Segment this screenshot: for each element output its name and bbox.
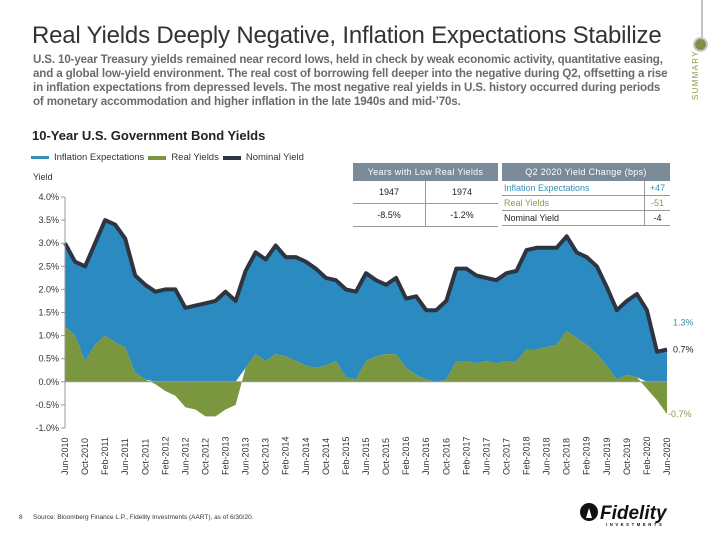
x-tick-label: Oct-2011 (140, 439, 150, 475)
real-yield-cell: -8.5% (353, 203, 426, 227)
legend-label-nominal: Nominal Yield (245, 152, 304, 163)
x-tick-label: Jun-2016 (421, 437, 431, 475)
x-tick-label: Oct-2013 (261, 438, 271, 475)
legend-label-inflation: Inflation Expectations (54, 152, 145, 163)
legend-item-real: Real Yields (148, 152, 219, 163)
legend-swatch-nominal (222, 155, 241, 160)
x-tick-label: Feb-2013 (221, 436, 231, 475)
legend-item-inflation: Inflation Expectations (31, 152, 144, 163)
side-nav-line (701, 0, 703, 38)
x-tick-label: Oct-2014 (321, 438, 331, 475)
change-value-real: -51 (644, 195, 670, 211)
y-tick-label: 1.0% (38, 331, 59, 341)
x-tick-label: Feb-2018 (522, 436, 532, 475)
y-tick-label: 4.0% (38, 192, 59, 202)
chart-labels: 4.0% 3.5% 3.0% 2.5% 2.0% 1.5% 1.0% 0.5% 0.0% -0.5… (35, 192, 693, 475)
y-tick-label: 3.5% (38, 215, 59, 225)
x-tick-label: Jun-2014 (301, 437, 311, 475)
legend-swatch-real (148, 155, 167, 160)
x-tick-label: Jun-2012 (180, 437, 190, 475)
x-tick-label: Oct-2012 (201, 438, 211, 475)
real-yields-area (65, 326, 667, 417)
chart-legend: Inflation Expectations Real Yields Nomin… (31, 152, 308, 163)
y-tick-label: 2.0% (38, 284, 59, 294)
chart-title: 10-Year U.S. Government Bond Yields (32, 128, 266, 143)
legend-item-nominal: Nominal Yield (222, 152, 304, 163)
chart-axes (61, 196, 667, 429)
end-label-nominal-yield: 0.7% (673, 344, 694, 354)
x-tick-label: Jun-2010 (60, 437, 70, 475)
legend-swatch-inflation (31, 156, 49, 159)
x-tick-label: Feb-2011 (100, 437, 110, 475)
page-title: Real Yields Deeply Negative, Inflation E… (32, 22, 662, 49)
x-tick-label: Oct-2015 (381, 438, 391, 475)
y-tick-label: 1.5% (38, 308, 59, 318)
end-label-real-yields: -0.7% (668, 409, 692, 419)
low-real-yields-header: Years with Low Real Yields (353, 163, 498, 181)
y-tick-label: 0.0% (38, 377, 59, 387)
fidelity-logo: Fidelity INVESTMENTS (580, 503, 668, 527)
y-tick-label: 2.5% (38, 261, 59, 271)
y-tick-label: -0.5% (35, 400, 59, 410)
inflation-expectations-area (65, 220, 667, 382)
fidelity-logo-torch-icon (586, 508, 592, 518)
page-number: 8 (19, 514, 23, 521)
x-tick-label: Oct-2016 (441, 438, 451, 475)
x-tick-label: Oct-2017 (502, 438, 512, 475)
q2-yield-change-table: Q2 2020 Yield Change (bps) Inflation Exp… (502, 163, 670, 226)
x-tick-label: Jun-2011 (120, 438, 130, 475)
y-tick-label: 3.0% (38, 238, 59, 248)
change-name-inflation: Inflation Expectations (502, 181, 645, 196)
change-name-nominal: Nominal Yield (502, 210, 645, 226)
source-note: Source: Bloomberg Finance L.P., Fidelity… (33, 514, 254, 521)
x-tick-label: Jun-2015 (361, 437, 371, 475)
x-tick-label: Jun-2020 (662, 437, 672, 475)
x-tick-label: Feb-2012 (160, 436, 170, 475)
y-tick-label: -1.0% (35, 423, 59, 433)
real-yield-cell: -1.2% (425, 203, 498, 227)
q2-yield-change-header: Q2 2020 Yield Change (bps) (502, 163, 670, 181)
x-tick-label: Feb-2017 (461, 436, 471, 475)
x-tick-label: Feb-2019 (582, 436, 592, 475)
x-tick-label: Feb-2020 (642, 436, 652, 475)
x-tick-label: Feb-2015 (341, 436, 351, 475)
change-value-inflation: +47 (644, 181, 670, 196)
change-value-nominal: -4 (644, 210, 670, 226)
fidelity-logo-subtext: INVESTMENTS (606, 522, 664, 527)
change-name-real: Real Yields (502, 195, 645, 211)
fidelity-logo-text: Fidelity (600, 503, 668, 524)
x-tick-label: Jun-2018 (542, 437, 552, 475)
side-nav-dot-icon[interactable] (693, 37, 708, 52)
year-cell: 1947 (353, 181, 426, 204)
x-tick-label: Feb-2014 (281, 436, 291, 475)
chart-areas (63, 218, 668, 417)
low-real-yields-table: Years with Low Real Yields 1947 1974 -8.… (353, 163, 498, 227)
year-cell: 1974 (425, 181, 498, 204)
y-tick-label: 0.5% (38, 354, 59, 364)
x-tick-label: Jun-2017 (481, 437, 491, 475)
page-subtitle: U.S. 10-year Treasury yields remained ne… (33, 53, 668, 108)
y-axis-title: Yield (33, 172, 53, 182)
x-tick-label: Feb-2016 (401, 436, 411, 475)
x-tick-label: Oct-2018 (562, 438, 572, 475)
x-tick-label: Jun-2013 (241, 437, 251, 475)
nominal-yield-line (63, 218, 668, 354)
x-tick-label: Jun-2019 (602, 437, 612, 475)
end-label-inflation-expectations: 1.3% (673, 318, 694, 328)
x-tick-label: Oct-2010 (80, 438, 90, 475)
legend-label-real: Real Yields (171, 152, 219, 163)
x-tick-label: Oct-2019 (622, 438, 632, 475)
